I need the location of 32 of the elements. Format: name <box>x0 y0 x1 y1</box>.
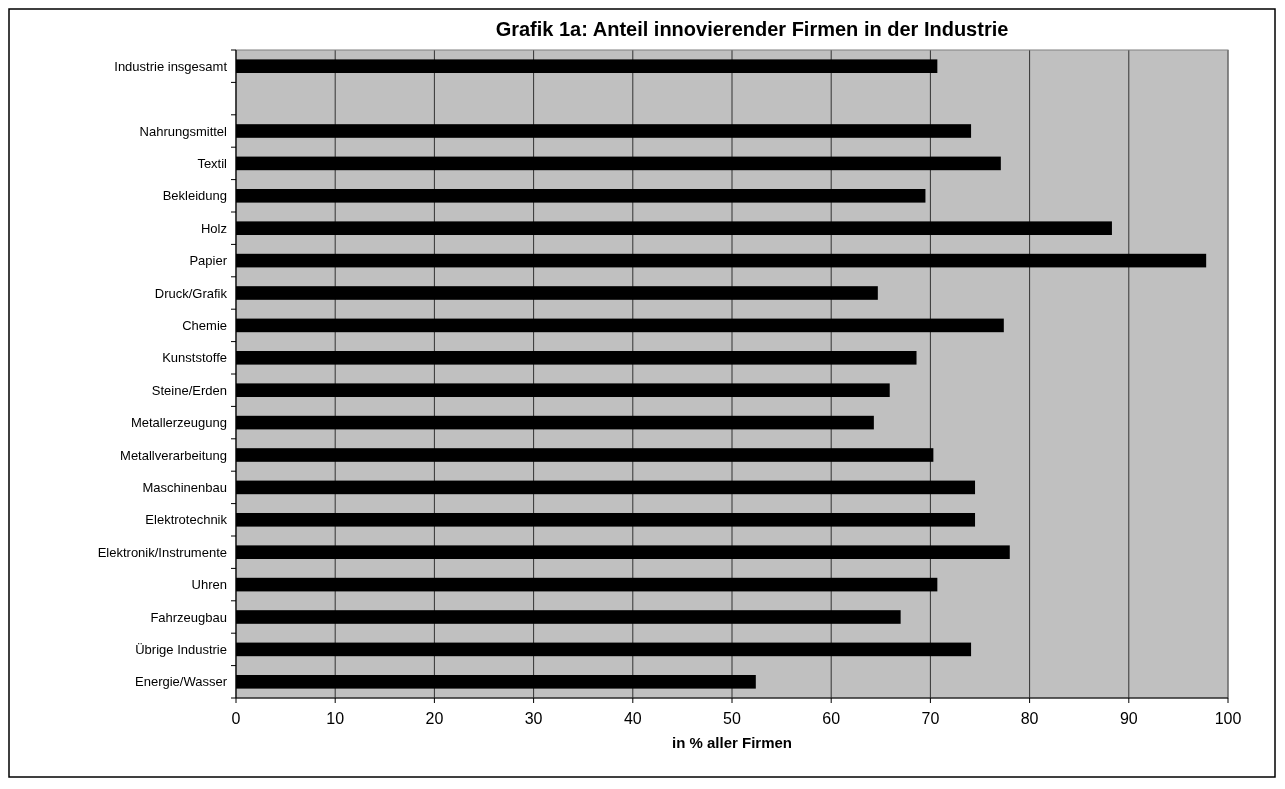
x-tick-label: 20 <box>425 710 444 727</box>
x-tick-label: 90 <box>1119 710 1138 727</box>
x-tick-label: 0 <box>231 710 241 727</box>
y-tick-label: Holz <box>200 220 227 236</box>
y-tick-label: Druck/Grafik <box>154 285 228 301</box>
x-tick-label: 40 <box>623 710 642 727</box>
x-tick-label: 50 <box>723 710 741 727</box>
y-tick-label: Energie/Wasser <box>135 674 228 690</box>
y-tick-label: Nahrungsmittel <box>139 123 228 139</box>
y-tick-label: Kunststoffe <box>162 350 227 366</box>
x-axis-title: in % aller Firmen <box>671 734 793 751</box>
y-tick-label: Steine/Erden <box>151 382 227 398</box>
y-tick-label: Metallerzeugung <box>130 415 227 431</box>
y-tick-label: Metallverarbeitung <box>120 447 227 463</box>
chart-title: Grafik 1a: Anteil innovierender Firmen in der Industrie <box>495 18 1009 40</box>
y-tick-label: Bekleidung <box>162 188 227 204</box>
y-tick-label: Industrie insgesamt <box>114 58 228 74</box>
x-tick-label: 30 <box>524 710 543 727</box>
y-tick-label: Elektrotechnik <box>145 512 228 528</box>
y-tick-label: Maschinenbau <box>142 479 227 495</box>
y-tick-label: Textil <box>197 155 228 171</box>
y-tick-label: Fahrzeugbau <box>150 609 227 625</box>
x-tick-label: 10 <box>326 710 345 727</box>
y-tick-label: Übrige Industrie <box>135 641 227 657</box>
y-tick-label: Uhren <box>191 577 227 593</box>
x-tick-label: 80 <box>1020 710 1039 727</box>
y-tick-label: Chemie <box>182 317 227 333</box>
x-tick-label: 70 <box>921 710 940 727</box>
x-tick-label: 60 <box>822 710 841 727</box>
y-tick-label: Elektronik/Instrumente <box>97 544 227 560</box>
y-tick-label: Papier <box>189 253 228 269</box>
x-tick-label: 100 <box>1214 710 1242 727</box>
